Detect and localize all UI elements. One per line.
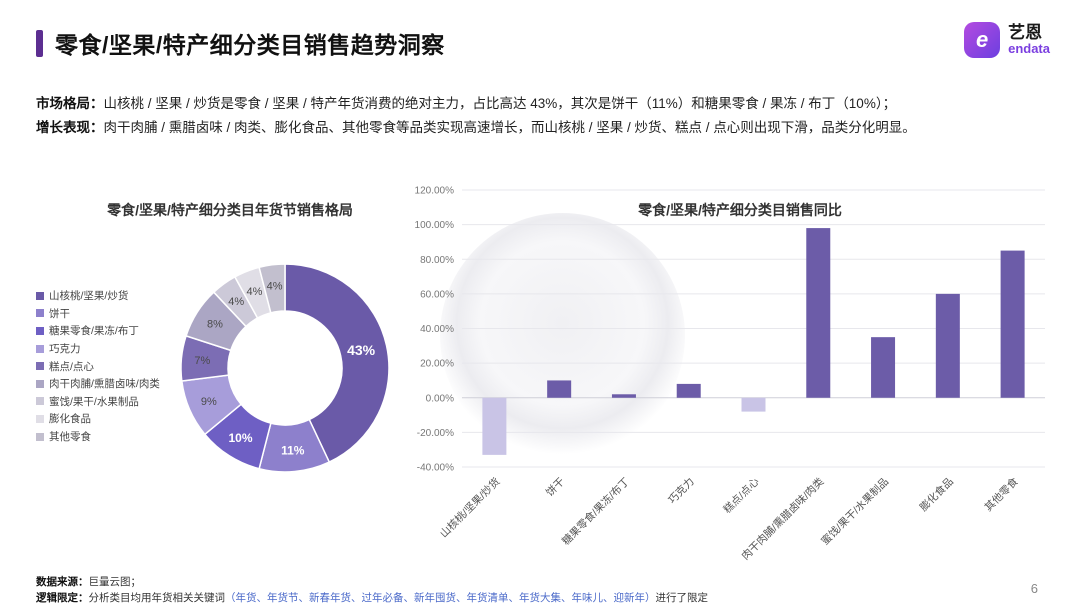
y-axis-tick: -20.00% — [417, 428, 454, 439]
logo-cn: 艺恩 — [1008, 22, 1043, 42]
legend-swatch — [36, 362, 44, 371]
donut-label: 11% — [281, 444, 305, 458]
bar — [611, 394, 636, 398]
bar — [547, 380, 572, 398]
bar-chart-title: 零食/坚果/特产细分类目销售同比 — [638, 202, 842, 218]
legend-item: 饼干 — [36, 305, 160, 323]
bar — [676, 383, 701, 398]
legend-swatch — [36, 432, 44, 441]
bar — [935, 293, 960, 398]
bar — [482, 397, 507, 455]
footer: 数据来源：巨量云图； 逻辑限定：分析类目均用年货相关关键词（年货、年货节、新春年… — [36, 574, 708, 606]
y-axis-tick: 40.00% — [420, 324, 454, 335]
footer-logic-pre: 分析类目均用年货相关关键词 — [88, 592, 226, 604]
summary-text-growth: 肉干肉脯 / 熏腊卤味 / 肉类、膨化食品、其他零食等品类实现高速增长，而山核桃… — [103, 120, 916, 135]
summary-label-growth: 增长表现： — [36, 120, 104, 135]
legend-swatch — [36, 414, 44, 423]
legend-item: 糕点/点心 — [36, 357, 160, 375]
bar — [871, 337, 896, 398]
donut-label: 10% — [229, 431, 253, 445]
legend-label: 其他零食 — [49, 431, 91, 444]
legend-swatch — [36, 344, 44, 353]
legend-swatch — [36, 291, 44, 300]
donut-label: 4% — [267, 281, 283, 293]
donut-slice — [258, 263, 286, 314]
x-axis-label: 巧克力 — [665, 475, 696, 506]
logo-text: 艺恩 endata — [1008, 23, 1050, 57]
legend-item: 膨化食品 — [36, 410, 160, 428]
legend-item: 糖果零食/果冻/布丁 — [36, 322, 160, 340]
title-accent-bar — [36, 29, 43, 57]
y-axis-tick: -40.00% — [417, 463, 454, 474]
y-axis-tick: 20.00% — [420, 359, 454, 370]
donut-label: 9% — [201, 396, 217, 408]
y-axis-tick: 120.00% — [415, 186, 455, 197]
legend-label: 蜜饯/果干/水果制品 — [49, 395, 139, 408]
legend-swatch — [36, 379, 44, 388]
donut-label: 4% — [246, 286, 262, 298]
y-axis-tick: 100.00% — [415, 220, 455, 231]
logo-mark-letter: e — [975, 27, 989, 52]
bar — [1000, 250, 1025, 398]
footer-logic-label: 逻辑限定： — [36, 592, 89, 604]
logo-en: endata — [1008, 41, 1050, 57]
donut-label: 4% — [228, 296, 244, 308]
x-axis-label: 山核桃/坚果/炒货 — [437, 475, 502, 540]
page-title: 零食/坚果/特产细分类目销售趋势洞察 — [55, 32, 445, 58]
page-number: 6 — [1030, 581, 1038, 596]
donut-label: 43% — [347, 342, 376, 358]
summary-text-market: 山核桃 / 坚果 / 炒货是零食 / 坚果 / 特产年货消费的绝对主力，占比高达… — [103, 96, 897, 111]
summary-label-market: 市场格局： — [36, 96, 104, 111]
x-axis-label: 其他零食 — [982, 475, 1021, 514]
summary-paragraph: 市场格局：山核桃 / 坚果 / 炒货是零食 / 坚果 / 特产年货消费的绝对主力… — [36, 92, 1048, 140]
footer-logic-keywords: （年货、年货节、新春年货、过年必备、新年囤货、年货清单、年货大集、年味儿、迎新年… — [225, 592, 656, 604]
legend-swatch — [36, 326, 44, 335]
footer-source-line: 数据来源：巨量云图； — [36, 574, 708, 590]
footer-source-text: 巨量云图； — [88, 576, 142, 588]
y-axis-tick: 0.00% — [426, 393, 454, 404]
legend-label: 肉干肉脯/熏腊卤味/肉类 — [49, 378, 160, 391]
legend-label: 糕点/点心 — [49, 360, 94, 373]
x-axis-label: 糖果零食/果冻/布丁 — [559, 475, 632, 548]
x-axis-label: 糕点/点心 — [721, 475, 762, 516]
legend-swatch — [36, 309, 44, 318]
legend-item: 肉干肉脯/熏腊卤味/肉类 — [36, 375, 160, 393]
footer-logic-post: 进行了限定 — [655, 592, 709, 604]
x-axis-label: 膨化食品 — [917, 475, 956, 514]
legend-item: 其他零食 — [36, 428, 160, 446]
legend-item: 巧克力 — [36, 340, 160, 358]
legend-label: 膨化食品 — [49, 413, 91, 426]
legend-label: 山核桃/坚果/炒货 — [49, 290, 129, 303]
donut-legend: 山核桃/坚果/炒货 饼干糖果零食/果冻/布丁 巧克力糕点/点心肉干肉脯/熏腊卤味/肉… — [36, 287, 160, 445]
y-axis-tick: 80.00% — [420, 255, 454, 266]
bar-chart: 120.00% 100.00% 80.00% 60.00% 40.00% 20.00% 0.… — [415, 186, 1045, 562]
bar — [741, 397, 766, 412]
footer-source-label: 数据来源： — [36, 576, 89, 588]
footer-logic-line: 逻辑限定：分析类目均用年货相关关键词（年货、年货节、新春年货、过年必备、新年囤货… — [36, 590, 708, 606]
watermark-circle — [440, 213, 685, 458]
x-axis-label: 蜜饯/果干/水果制品 — [818, 475, 891, 548]
bar — [806, 228, 831, 398]
legend-item: 蜜饯/果干/水果制品 — [36, 393, 160, 411]
donut-chart-title: 零食/坚果/特产细分类目年货节销售格局 — [107, 202, 353, 218]
x-axis-label: 饼干 — [543, 475, 567, 499]
header: 零食/坚果/特产细分类目销售趋势洞察 — [36, 26, 445, 60]
endata-logo: e 艺恩 endata — [964, 22, 1050, 58]
donut-label: 7% — [194, 355, 210, 367]
legend-label: 饼干 — [49, 307, 70, 320]
donut-chart: 43%11%10%9%7%8%4%4% 4% — [180, 263, 390, 473]
legend-label: 糖果零食/果冻/布丁 — [49, 325, 139, 338]
y-axis-tick: 60.00% — [420, 289, 454, 300]
donut-label: 8% — [207, 319, 223, 331]
legend-swatch — [36, 397, 44, 406]
endata-logo-icon: e — [964, 22, 1001, 58]
legend-label: 巧克力 — [49, 343, 81, 356]
donut-slice — [284, 263, 390, 464]
legend-item: 山核桃/坚果/炒货 — [36, 287, 160, 305]
